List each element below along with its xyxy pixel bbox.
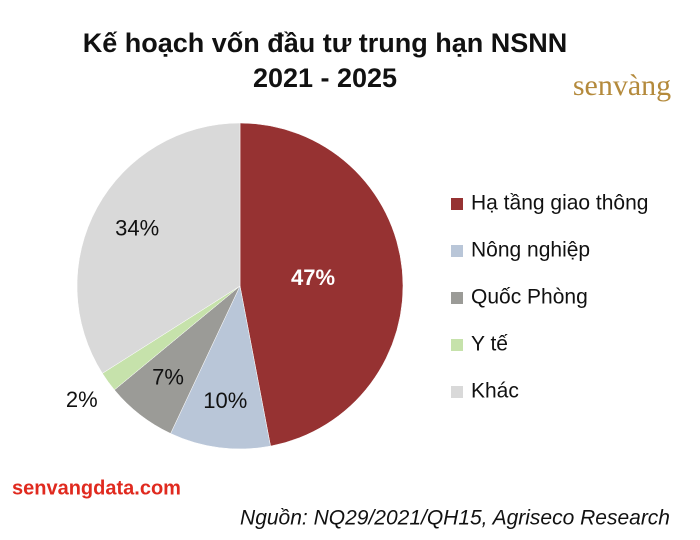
- legend-label: Hạ tầng giao thông: [471, 192, 648, 215]
- chart-title: 2021 - 2025: [253, 63, 397, 93]
- data-label: 7%: [152, 365, 184, 390]
- logo: senvàng: [573, 69, 671, 102]
- source: Nguồn: NQ29/2021/QH15, Agriseco Research: [240, 507, 670, 530]
- data-label: 2%: [66, 387, 98, 412]
- legend-label: Quốc Phòng: [471, 286, 588, 309]
- data-label: 34%: [115, 215, 159, 240]
- legend-swatch: [451, 292, 463, 304]
- legend-swatch: [451, 339, 463, 351]
- chart-title: Kế hoạch vốn đầu tư trung hạn NSNN: [83, 28, 568, 58]
- website: senvangdata.com: [12, 477, 181, 499]
- legend-swatch: [451, 198, 463, 210]
- legend-swatch: [451, 386, 463, 398]
- legend-label: Y tế: [471, 333, 508, 356]
- pie-slice: [170, 285, 271, 450]
- pie-slice: [239, 122, 404, 447]
- legend-label: Nông nghiệp: [471, 239, 590, 262]
- legend-swatch: [451, 245, 463, 257]
- legend-label: Khác: [471, 380, 519, 403]
- data-label: 47%: [291, 265, 335, 290]
- data-label: 10%: [203, 388, 247, 413]
- pie-slice: [76, 122, 241, 374]
